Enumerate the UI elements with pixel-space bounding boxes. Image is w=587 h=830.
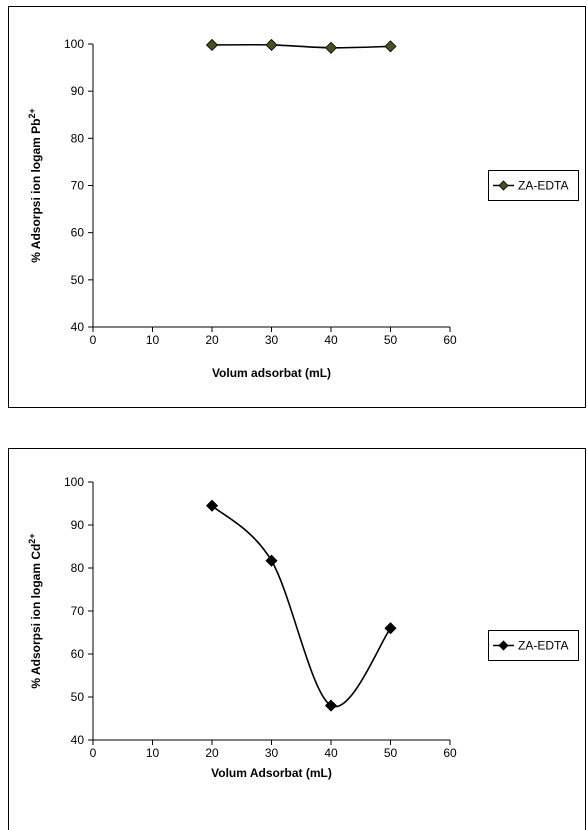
legend-label: ZA-EDTA: [518, 179, 568, 193]
x-tick-label: 40: [324, 746, 338, 760]
y-tick-label: 80: [71, 561, 85, 575]
series-line-za-edta: [211, 43, 391, 49]
x-axis-title: Volum Adsorbat (mL): [211, 766, 332, 780]
y-axis-title-text: % Adsorpsi ion logam Cd: [29, 544, 43, 689]
chart-panel-cd: 40 50 60 70 80 90 100 0 10 20 30 40 50 60 Volum Adsorb…: [0, 415, 587, 830]
y-tick-label: 60: [71, 226, 85, 240]
y-tick-label: 40: [71, 320, 85, 334]
y-tick-label: 40: [71, 733, 85, 747]
chart-panel-pb: 40 50 60 70 80 90 100 0 10 20 30 40 50 60 Volum adsorb…: [8, 6, 586, 408]
legend-marker: [498, 180, 509, 191]
chart-frame: [8, 6, 586, 408]
y-axis-title: % Adsorpsi ion logam Cd2+: [27, 533, 43, 688]
data-point: [205, 499, 219, 512]
y-axis-title: % Adsorpsi ion logam Pb2+: [27, 108, 43, 263]
y-tick-label: 50: [71, 273, 85, 287]
y-axis-title-text: % Adsorpsi ion logam Pb: [29, 119, 43, 263]
chart-frame: [8, 448, 586, 830]
y-tick-label: 50: [71, 690, 85, 704]
x-tick-label: 40: [324, 333, 338, 347]
legend-marker: [498, 640, 509, 651]
y-tick-label: 60: [71, 647, 85, 661]
x-tick-label: 30: [265, 746, 279, 760]
x-tick-label: 50: [384, 333, 398, 347]
data-point: [205, 38, 219, 52]
data-point: [384, 622, 397, 635]
x-tick-label: 20: [205, 333, 219, 347]
x-tick-label: 20: [205, 746, 219, 760]
y-axis-title-superscript: 2+: [27, 533, 37, 543]
data-point: [384, 40, 397, 53]
data-point: [324, 699, 338, 712]
series-line-za-edta: [211, 505, 392, 708]
chart-cd-svg: 40 50 60 70 80 90 100 0 10 20 30 40 50 60 Volum Adsorb…: [8, 448, 586, 830]
y-tick-label: 100: [64, 37, 84, 51]
x-tick-label: 0: [90, 746, 97, 760]
y-tick-label: 100: [64, 475, 84, 489]
y-tick-label: 90: [71, 84, 85, 98]
chart-pb-svg: 40 50 60 70 80 90 100 0 10 20 30 40 50 60 Volum adsorb…: [8, 6, 586, 408]
y-tick-label: 70: [71, 179, 85, 193]
y-tick-label: 70: [71, 604, 85, 618]
x-tick-label: 60: [443, 746, 457, 760]
x-axis-title: Volum adsorbat (mL): [212, 366, 331, 380]
data-point: [324, 41, 338, 54]
x-tick-label: 30: [265, 333, 279, 347]
data-point: [265, 38, 278, 52]
x-tick-label: 10: [146, 746, 160, 760]
y-tick-label: 80: [71, 131, 85, 145]
x-tick-label: 10: [146, 333, 160, 347]
y-axis-title-superscript: 2+: [27, 108, 37, 118]
x-tick-label: 50: [384, 746, 398, 760]
x-tick-label: 0: [90, 333, 97, 347]
data-point: [265, 554, 278, 567]
x-tick-label: 60: [443, 333, 457, 347]
legend-label: ZA-EDTA: [518, 639, 568, 653]
y-tick-label: 90: [71, 518, 85, 532]
